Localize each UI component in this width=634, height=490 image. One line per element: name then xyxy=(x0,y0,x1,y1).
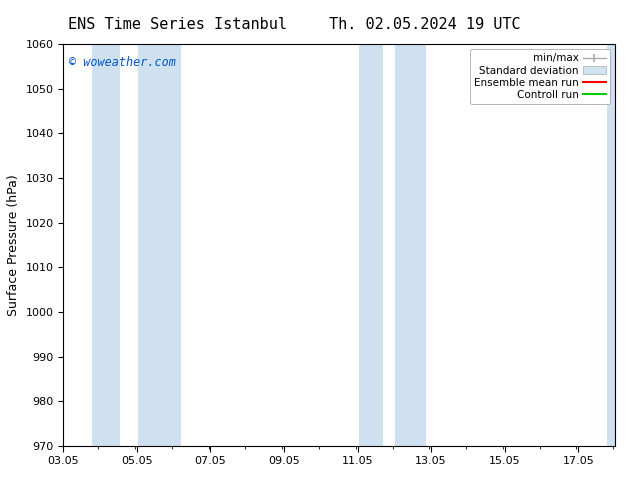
Legend: min/max, Standard deviation, Ensemble mean run, Controll run: min/max, Standard deviation, Ensemble me… xyxy=(470,49,610,104)
Text: © woweather.com: © woweather.com xyxy=(69,56,176,69)
Text: Th. 02.05.2024 19 UTC: Th. 02.05.2024 19 UTC xyxy=(329,17,521,32)
Text: ENS Time Series Istanbul: ENS Time Series Istanbul xyxy=(68,17,287,32)
Bar xyxy=(396,44,426,446)
Bar xyxy=(359,44,384,446)
Bar xyxy=(92,44,120,446)
Y-axis label: Surface Pressure (hPa): Surface Pressure (hPa) xyxy=(7,174,20,316)
Bar xyxy=(138,44,181,446)
Bar xyxy=(607,44,616,446)
